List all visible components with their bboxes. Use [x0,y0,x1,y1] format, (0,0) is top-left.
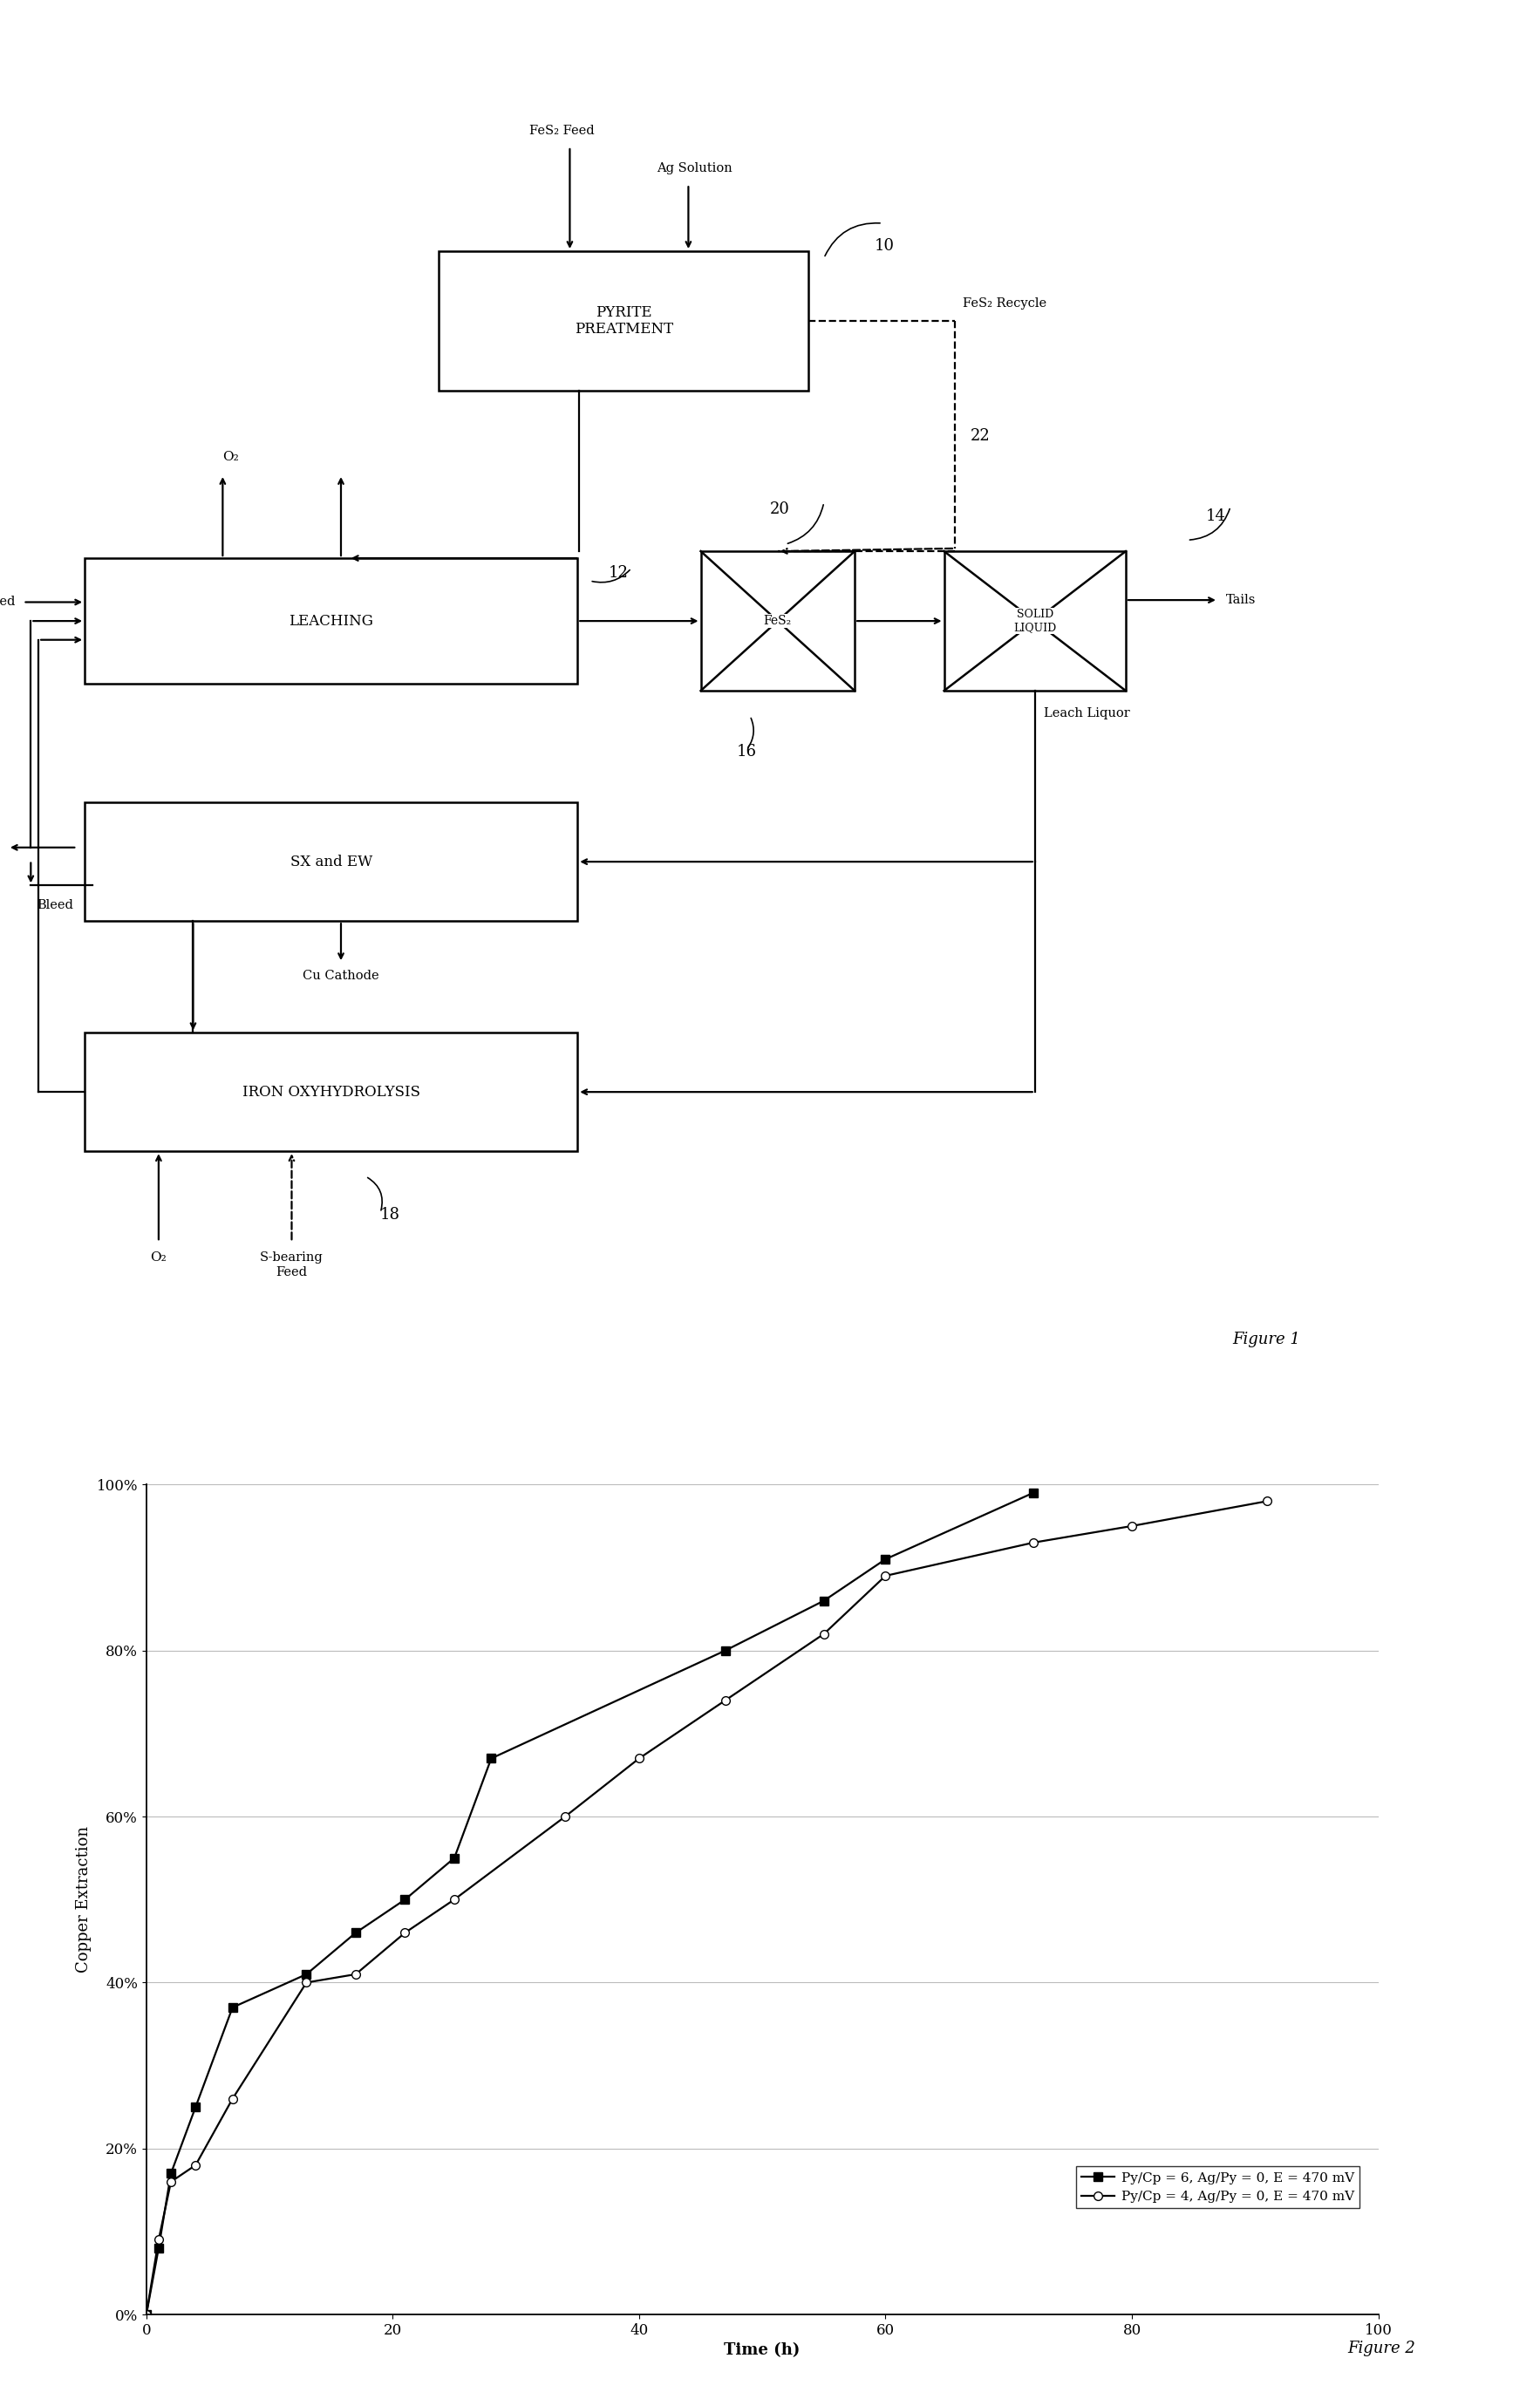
Py/Cp = 4, Ag/Py = 0, E = 470 mV [347,1961,365,1990]
Text: Cu Cathode: Cu Cathode [303,970,379,982]
Py/Cp = 6, Ag/Py = 0, E = 470 mV [347,1918,365,1946]
Legend: Py/Cp = 6, Ag/Py = 0, E = 470 mV, Py/Cp = 4, Ag/Py = 0, E = 470 mV: Py/Cp = 6, Ag/Py = 0, E = 470 mV, Py/Cp … [1076,2165,1360,2209]
Py/Cp = 6, Ag/Py = 0, E = 470 mV [1024,1477,1043,1506]
Py/Cp = 4, Ag/Py = 0, E = 470 mV [1024,1528,1043,1557]
Py/Cp = 4, Ag/Py = 0, E = 470 mV [297,1968,316,1997]
Py/Cp = 4, Ag/Py = 0, E = 470 mV [149,2226,168,2254]
Py/Cp = 4, Ag/Py = 0, E = 470 mV [223,2084,242,2112]
Py/Cp = 6, Ag/Py = 0, E = 470 mV [716,1636,735,1665]
Line: Py/Cp = 6, Ag/Py = 0, E = 470 mV: Py/Cp = 6, Ag/Py = 0, E = 470 mV [142,1489,1038,2319]
FancyBboxPatch shape [85,558,578,683]
FancyBboxPatch shape [701,551,855,691]
Text: FeS₂: FeS₂ [764,616,792,628]
Line: Py/Cp = 4, Ag/Py = 0, E = 470 mV: Py/Cp = 4, Ag/Py = 0, E = 470 mV [142,1497,1272,2319]
Py/Cp = 6, Ag/Py = 0, E = 470 mV [876,1545,895,1574]
Text: SX and EW: SX and EW [290,854,373,869]
Py/Cp = 4, Ag/Py = 0, E = 470 mV [876,1561,895,1590]
Py/Cp = 6, Ag/Py = 0, E = 470 mV [223,1992,242,2021]
Text: Figure 1: Figure 1 [1232,1333,1300,1347]
Text: Bleed: Bleed [37,900,74,912]
Text: LEACHING: LEACHING [290,614,373,628]
Text: S-bearing
Feed: S-bearing Feed [260,1251,323,1278]
Py/Cp = 4, Ag/Py = 0, E = 470 mV [630,1744,648,1773]
Text: 10: 10 [875,238,895,253]
Text: O₂: O₂ [222,450,239,464]
Text: 12: 12 [608,565,628,582]
Py/Cp = 4, Ag/Py = 0, E = 470 mV [162,2168,180,2197]
Text: 14: 14 [1206,508,1226,525]
Text: FeS₂ Feed: FeS₂ Feed [530,125,594,137]
Py/Cp = 4, Ag/Py = 0, E = 470 mV [137,2300,156,2329]
Text: Figure 2: Figure 2 [1348,2341,1415,2355]
Py/Cp = 6, Ag/Py = 0, E = 470 mV [137,2300,156,2329]
Text: 22: 22 [970,428,990,445]
Py/Cp = 4, Ag/Py = 0, E = 470 mV [396,1918,414,1946]
FancyBboxPatch shape [439,250,809,390]
Py/Cp = 6, Ag/Py = 0, E = 470 mV [482,1744,501,1773]
Text: FeS₂ Recycle: FeS₂ Recycle [962,298,1046,310]
Py/Cp = 6, Ag/Py = 0, E = 470 mV [162,2158,180,2187]
Text: O₂: O₂ [151,1251,166,1263]
Text: IRON OXYHYDROLYSIS: IRON OXYHYDROLYSIS [242,1085,420,1100]
Py/Cp = 6, Ag/Py = 0, E = 470 mV [297,1961,316,1990]
Text: Ag Solution: Ag Solution [656,161,733,176]
Text: CuFeS₂ Feed: CuFeS₂ Feed [0,597,15,609]
Py/Cp = 4, Ag/Py = 0, E = 470 mV [815,1619,833,1648]
Py/Cp = 4, Ag/Py = 0, E = 470 mV [445,1886,464,1915]
Py/Cp = 6, Ag/Py = 0, E = 470 mV [186,2093,205,2122]
Py/Cp = 4, Ag/Py = 0, E = 470 mV [1258,1487,1277,1516]
Py/Cp = 6, Ag/Py = 0, E = 470 mV [396,1886,414,1915]
FancyBboxPatch shape [85,1032,578,1152]
Py/Cp = 4, Ag/Py = 0, E = 470 mV [716,1687,735,1715]
Text: SOLID
LIQUID: SOLID LIQUID [1013,609,1056,633]
Py/Cp = 6, Ag/Py = 0, E = 470 mV [149,2233,168,2262]
Py/Cp = 6, Ag/Py = 0, E = 470 mV [445,1843,464,1872]
Text: PYRITE
PREATMENT: PYRITE PREATMENT [574,306,673,337]
FancyBboxPatch shape [944,551,1126,691]
Py/Cp = 6, Ag/Py = 0, E = 470 mV [815,1586,833,1614]
Py/Cp = 4, Ag/Py = 0, E = 470 mV [1123,1511,1141,1540]
Text: 18: 18 [380,1208,400,1222]
Text: 16: 16 [736,743,758,760]
Py/Cp = 4, Ag/Py = 0, E = 470 mV [556,1802,574,1831]
Text: 20: 20 [770,500,790,517]
Py/Cp = 4, Ag/Py = 0, E = 470 mV [186,2151,205,2180]
X-axis label: Time (h): Time (h) [724,2343,801,2358]
Text: Leach Liquor: Leach Liquor [1044,707,1130,719]
Y-axis label: Copper Extraction: Copper Extraction [75,1826,91,1973]
FancyBboxPatch shape [85,804,578,921]
Text: Tails: Tails [1226,594,1255,606]
